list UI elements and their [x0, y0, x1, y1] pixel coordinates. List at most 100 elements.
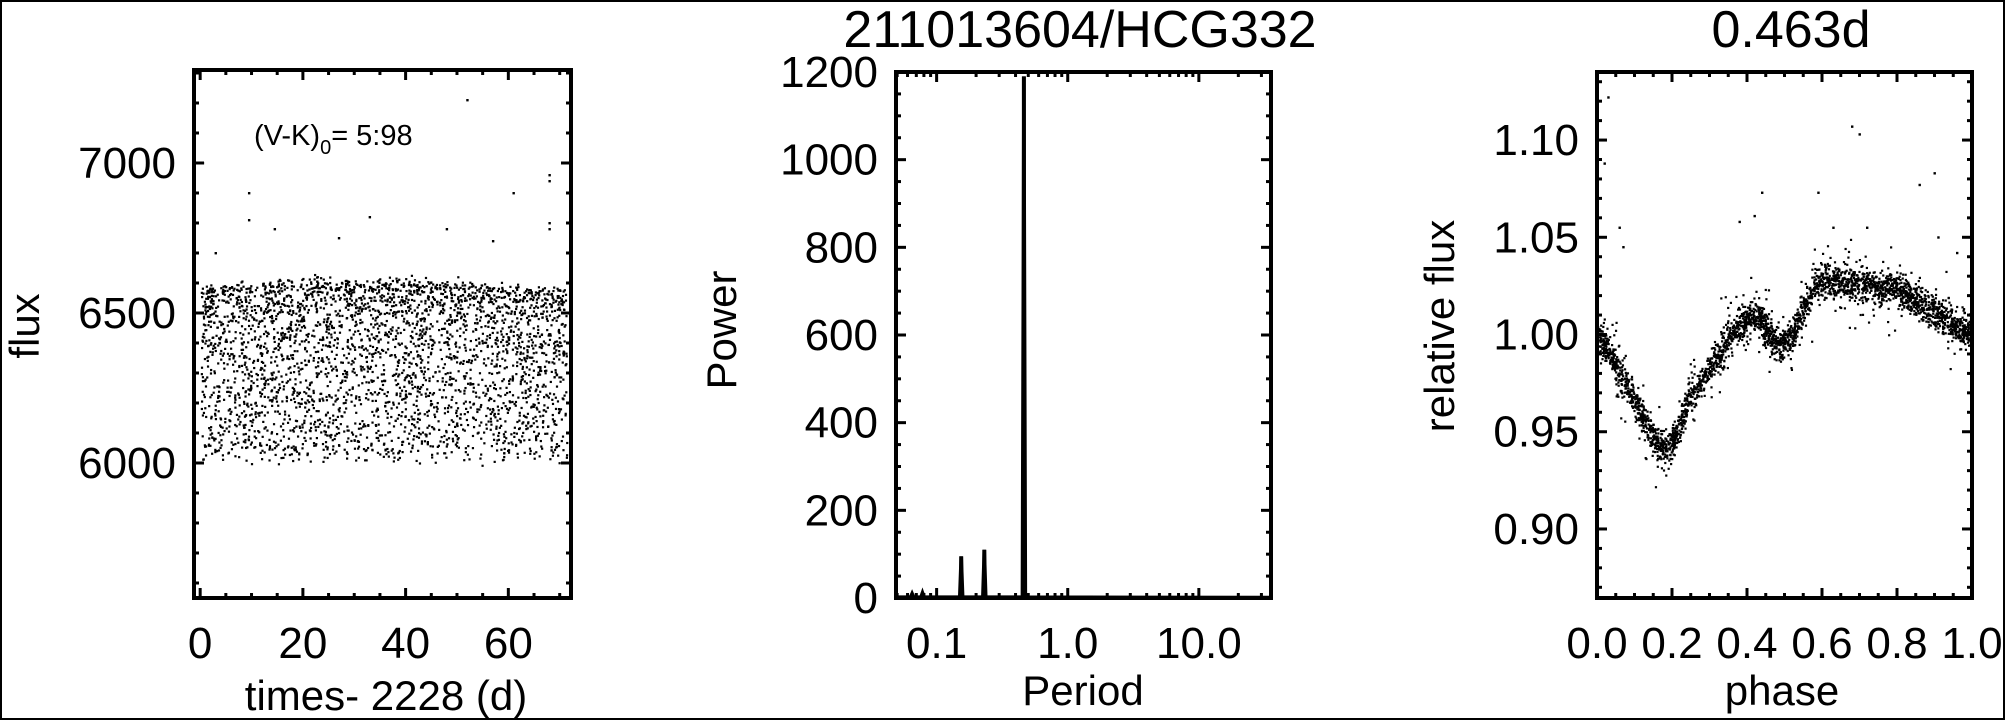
flux-point: [238, 306, 241, 309]
flux-point: [316, 419, 320, 422]
flux-point: [291, 357, 295, 360]
flux-point: [282, 456, 285, 459]
flux-point: [260, 319, 264, 322]
flux-point: [345, 357, 348, 360]
flux-point: [484, 283, 487, 286]
flux-point: [345, 283, 348, 287]
flux-point: [420, 336, 424, 339]
flux-point: [235, 297, 238, 300]
flux-point: [525, 427, 528, 431]
flux-point: [298, 373, 301, 376]
flux-point: [397, 382, 400, 386]
flux-point: [393, 301, 396, 304]
flux-point: [395, 329, 398, 332]
flux-point: [289, 354, 293, 357]
flux-point: [268, 438, 271, 441]
flux-point: [427, 281, 430, 284]
flux-point: [450, 287, 453, 290]
flux-point: [329, 380, 332, 383]
flux-point: [476, 410, 479, 414]
phase-point: [1843, 291, 1847, 295]
flux-point: [400, 389, 404, 392]
flux-point: [436, 452, 439, 455]
flux-point: [253, 446, 256, 449]
flux-point: [431, 325, 434, 328]
phase-point: [1609, 348, 1612, 351]
flux-point: [390, 305, 394, 308]
flux-point: [250, 285, 253, 288]
flux-point: [420, 318, 423, 321]
flux-point: [380, 380, 384, 383]
phase-point: [1831, 284, 1834, 287]
phase-point: [1745, 326, 1748, 329]
phase-point: [1873, 271, 1876, 274]
flux-point: [521, 391, 524, 394]
flux-point: [277, 370, 280, 373]
flux-point: [253, 338, 256, 341]
flux-point: [330, 324, 333, 328]
phase-point: [1811, 268, 1814, 271]
flux-point: [311, 295, 314, 298]
flux-point: [332, 297, 335, 300]
flux-point: [462, 319, 466, 322]
flux-point: [271, 377, 274, 380]
flux-point: [273, 447, 277, 450]
flux-point: [548, 333, 551, 336]
flux-point: [220, 439, 223, 442]
flux-point: [248, 429, 251, 432]
flux-point: [342, 402, 345, 405]
flux-point: [299, 402, 302, 405]
flux-point: [290, 301, 293, 304]
flux-point: [552, 357, 556, 360]
flux-point: [325, 336, 329, 339]
flux-outlier-point: [247, 219, 251, 222]
flux-point: [211, 299, 214, 303]
flux-point: [486, 389, 490, 392]
flux-point: [316, 350, 320, 353]
flux-point: [481, 332, 485, 335]
flux-point: [207, 444, 211, 447]
flux-point: [343, 375, 346, 379]
flux-point: [232, 317, 235, 320]
flux-point: [213, 386, 216, 389]
flux-point: [223, 299, 226, 302]
phase-point: [1647, 438, 1650, 441]
flux-point: [432, 392, 436, 395]
flux-point: [497, 394, 500, 397]
flux-point: [352, 333, 355, 336]
flux-point: [516, 420, 519, 424]
phase-point: [1739, 314, 1743, 318]
flux-point: [379, 453, 382, 456]
flux-point: [504, 420, 507, 423]
phase-point: [1818, 282, 1821, 286]
flux-point: [561, 361, 564, 364]
flux-point: [522, 431, 525, 435]
phase-point: [1967, 326, 1970, 330]
phase-point: [1609, 350, 1612, 353]
flux-point: [399, 423, 403, 426]
flux-point: [314, 426, 317, 429]
flux-point: [455, 411, 458, 415]
flux-point: [305, 392, 308, 395]
flux-point: [465, 299, 468, 302]
flux-point: [208, 315, 211, 319]
flux-point: [424, 302, 427, 305]
flux-point: [429, 323, 432, 326]
flux-point: [444, 341, 447, 344]
flux-point: [401, 398, 404, 401]
phase-point: [1802, 296, 1805, 299]
flux-point: [211, 353, 214, 356]
flux-point: [366, 328, 369, 332]
flux-point: [550, 439, 553, 442]
flux-point: [207, 295, 210, 298]
phase-point: [1680, 430, 1683, 433]
flux-point: [542, 340, 546, 343]
flux-point: [543, 352, 546, 355]
flux-point: [212, 391, 215, 394]
phase-point: [1637, 386, 1640, 390]
flux-point: [475, 314, 478, 317]
phase-point: [1779, 356, 1782, 359]
flux-point: [388, 330, 391, 334]
flux-point: [555, 374, 558, 377]
phase-point: [1777, 326, 1780, 329]
